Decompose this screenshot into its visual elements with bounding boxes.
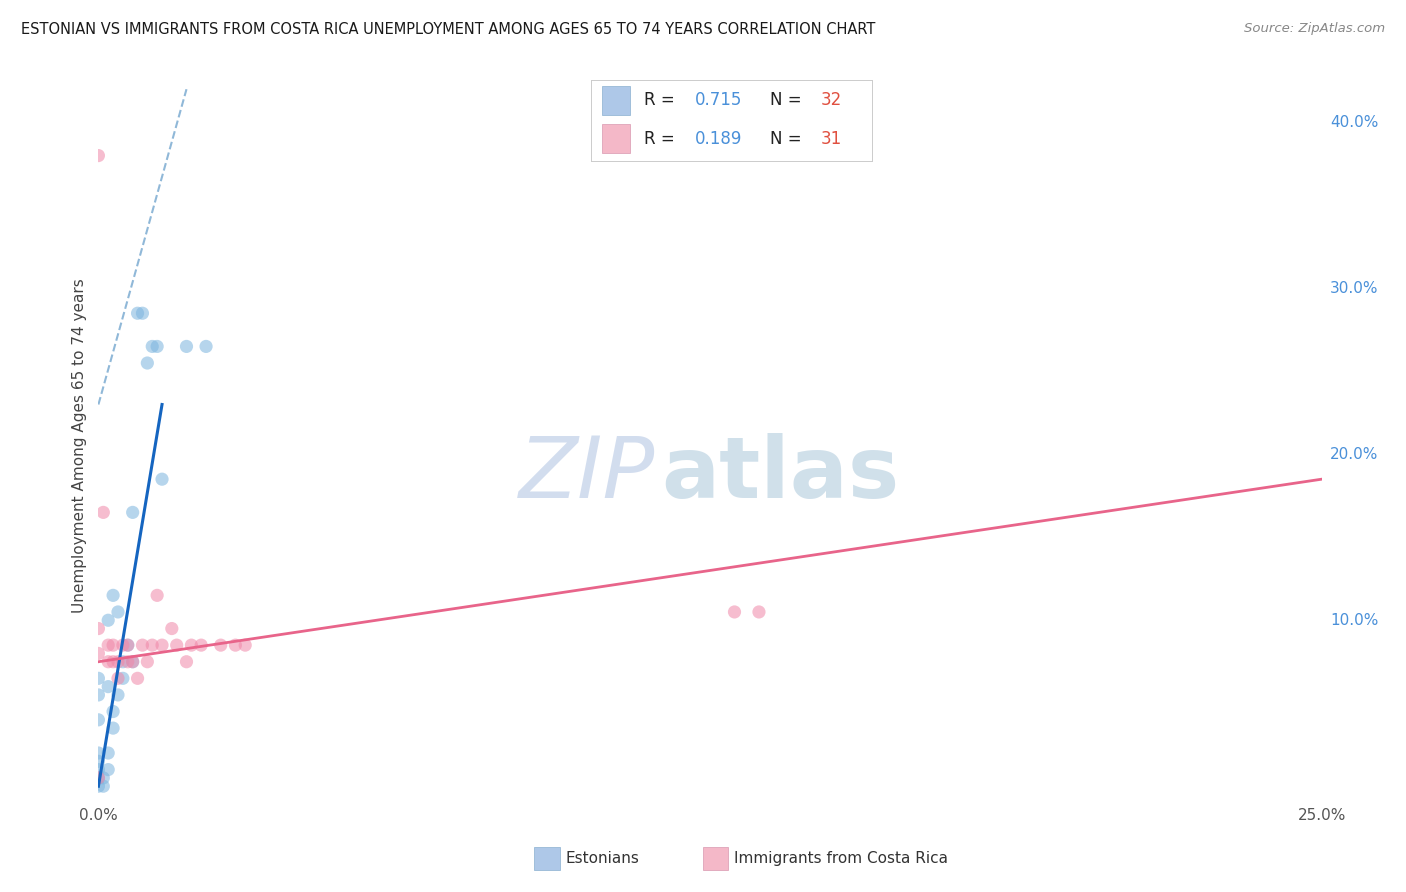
Point [101, 721, 124, 735]
Point [87, 763, 110, 777]
Point [150, 638, 173, 652]
Point [97, 746, 120, 760]
Point [141, 339, 163, 353]
Point [101, 705, 124, 719]
Point [233, 638, 256, 652]
Text: 20.0%: 20.0% [1330, 447, 1378, 462]
Point [748, 605, 770, 619]
Point [209, 638, 232, 652]
Text: 0.715: 0.715 [695, 91, 742, 110]
Text: Estonians: Estonians [565, 852, 640, 866]
Point [97, 763, 120, 777]
Text: Immigrants from Costa Rica: Immigrants from Costa Rica [734, 852, 948, 866]
Point [146, 339, 169, 353]
Point [141, 638, 163, 652]
Point [87, 148, 110, 162]
Point [117, 655, 139, 669]
Text: 31: 31 [821, 130, 842, 148]
Text: atlas: atlas [661, 433, 900, 516]
Text: Source: ZipAtlas.com: Source: ZipAtlas.com [1244, 22, 1385, 36]
Point [87, 713, 110, 727]
Point [723, 605, 745, 619]
Point [107, 671, 129, 685]
Point [136, 655, 159, 669]
Text: R =: R = [644, 91, 681, 110]
Text: ZIP: ZIP [519, 433, 655, 516]
Point [111, 655, 134, 669]
Point [131, 306, 153, 320]
Point [121, 655, 143, 669]
Point [87, 771, 110, 785]
Point [127, 671, 149, 685]
Bar [602, 86, 630, 115]
Point [146, 588, 169, 602]
Point [121, 505, 143, 519]
Point [87, 771, 110, 785]
Point [176, 339, 198, 353]
Point [111, 638, 134, 652]
Text: N =: N = [770, 91, 807, 110]
Point [101, 588, 124, 602]
Point [87, 779, 110, 793]
Point [91, 505, 114, 519]
Text: ESTONIAN VS IMMIGRANTS FROM COSTA RICA UNEMPLOYMENT AMONG AGES 65 TO 74 YEARS CO: ESTONIAN VS IMMIGRANTS FROM COSTA RICA U… [21, 22, 876, 37]
Point [101, 655, 124, 669]
Text: 10.0%: 10.0% [1330, 613, 1378, 628]
Point [107, 688, 129, 702]
Point [107, 655, 129, 669]
Point [87, 688, 110, 702]
Point [97, 655, 120, 669]
Text: N =: N = [770, 130, 807, 148]
Point [91, 771, 114, 785]
Point [190, 638, 212, 652]
Point [131, 638, 153, 652]
Point [107, 605, 129, 619]
Point [87, 622, 110, 636]
Text: 30.0%: 30.0% [1330, 281, 1378, 296]
Point [97, 638, 120, 652]
Point [101, 638, 124, 652]
Point [136, 356, 159, 370]
Point [121, 655, 143, 669]
Point [87, 746, 110, 760]
Point [166, 638, 188, 652]
Text: R =: R = [644, 130, 681, 148]
Point [111, 671, 134, 685]
Point [117, 638, 139, 652]
Point [87, 754, 110, 768]
Point [87, 671, 110, 685]
Y-axis label: Unemployment Among Ages 65 to 74 years: Unemployment Among Ages 65 to 74 years [72, 278, 87, 614]
Point [91, 779, 114, 793]
Point [150, 472, 173, 486]
Point [117, 638, 139, 652]
Text: 0.189: 0.189 [695, 130, 742, 148]
Point [224, 638, 246, 652]
Point [195, 339, 218, 353]
Point [160, 622, 183, 636]
Text: 32: 32 [821, 91, 842, 110]
Point [97, 680, 120, 694]
Point [180, 638, 202, 652]
Point [127, 306, 149, 320]
Text: 40.0%: 40.0% [1330, 115, 1378, 130]
Point [87, 647, 110, 661]
Bar [602, 124, 630, 153]
Point [176, 655, 198, 669]
Point [97, 613, 120, 627]
